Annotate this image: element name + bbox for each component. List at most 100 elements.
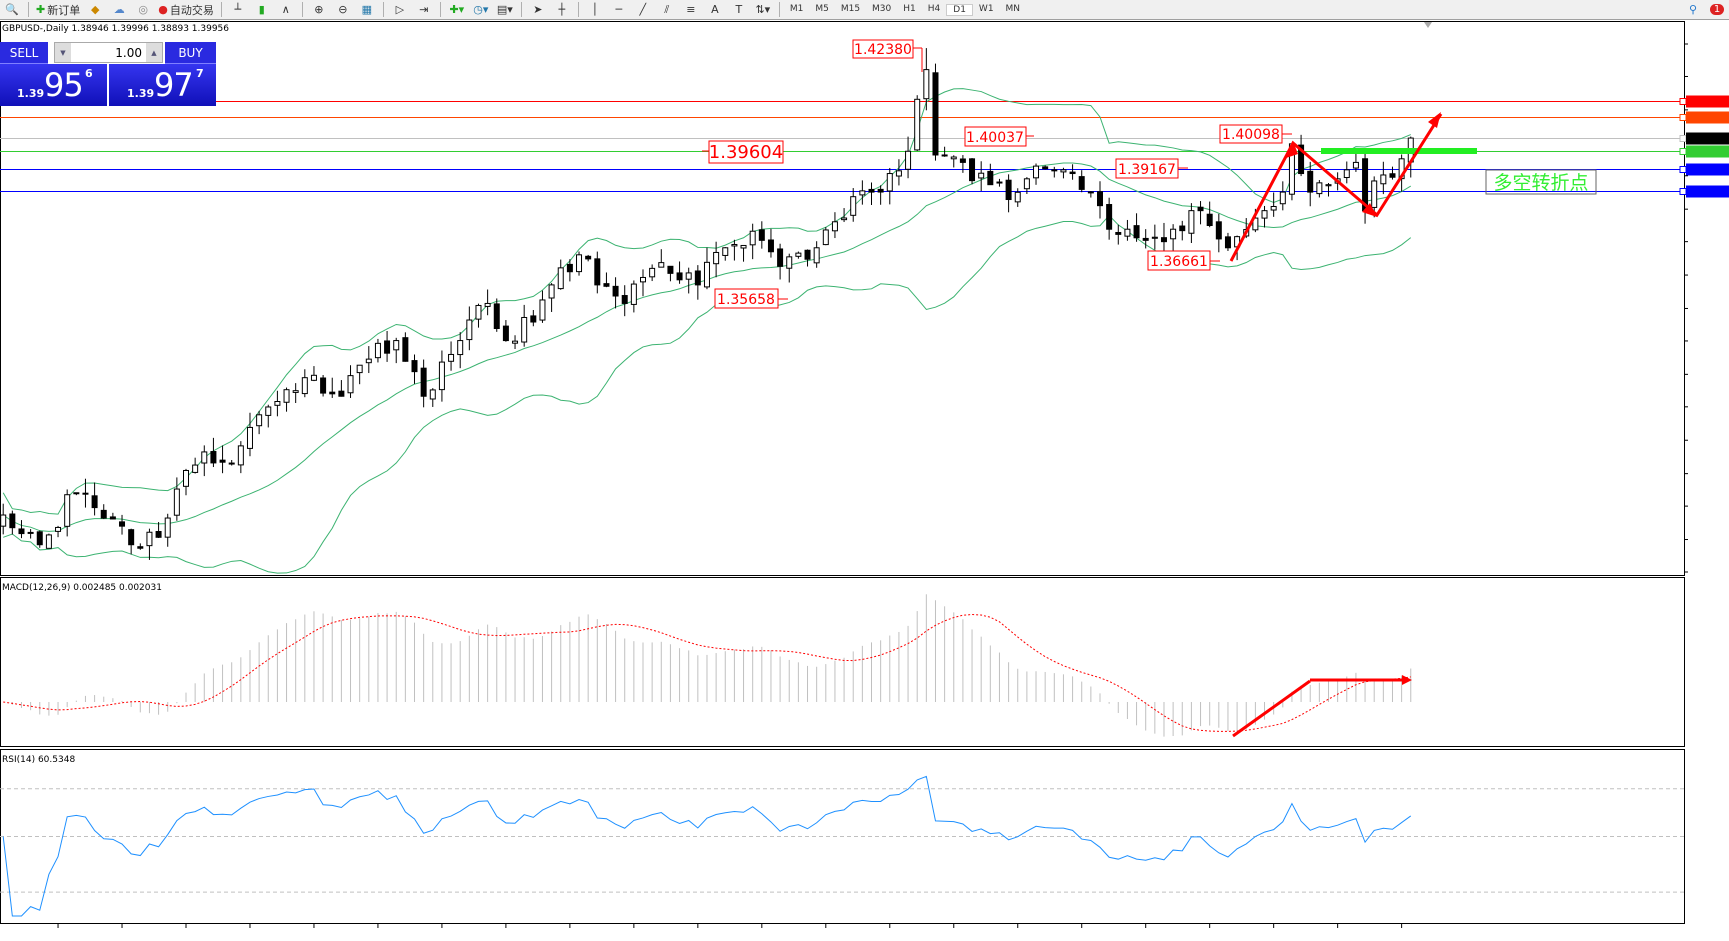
market-watch-icon[interactable]: ☁ (113, 3, 125, 16)
candle (576, 251, 583, 276)
candle-body-bear (667, 265, 674, 274)
candle-body-bull (292, 390, 299, 393)
chart-shift-marker[interactable] (1424, 22, 1432, 28)
candle (877, 185, 884, 205)
candle-body-bear (128, 529, 135, 546)
templates-icon[interactable]: ▤▾ (496, 3, 513, 16)
candle (1389, 166, 1396, 180)
candle (1151, 224, 1158, 250)
annotation-high-1[interactable]: 1.42380 (852, 39, 923, 72)
candle-body-bull (256, 414, 263, 427)
period-w1[interactable]: W1 (978, 3, 994, 14)
new-order-button[interactable]: ✚ 新订单 (33, 1, 83, 18)
buy-button[interactable]: BUY (165, 42, 216, 64)
period-mn[interactable]: MN (1005, 3, 1021, 14)
auto-trading-button[interactable]: ● 自动交易 (155, 1, 217, 18)
decrease-lot-icon[interactable]: ▼ (55, 43, 71, 62)
lot-size-input[interactable]: 1.00 (115, 45, 142, 60)
equidistant-channel-icon[interactable]: ⫽ (664, 2, 670, 16)
annotation-low-1[interactable]: 1.36661 (1147, 250, 1220, 271)
zoom-chart-icon[interactable]: 🔍 (5, 3, 19, 16)
candle (886, 167, 893, 205)
candle (594, 251, 601, 294)
period-m15[interactable]: M15 (840, 3, 861, 14)
annotation-low-2[interactable]: 1.35658 (714, 288, 788, 309)
candle (1106, 197, 1113, 240)
buy-price-button[interactable]: 1.39 97 7 (109, 64, 216, 106)
annotation-level[interactable]: 1.39604 (702, 140, 784, 164)
sell-button[interactable]: SELL (0, 42, 48, 64)
zigzag-arrow-line[interactable] (1229, 113, 1443, 262)
candle (1042, 165, 1049, 170)
line-handle (1679, 114, 1687, 121)
bar-chart-icon[interactable]: ┴ (234, 3, 242, 16)
text-icon[interactable]: A (711, 3, 719, 16)
trendline-icon[interactable]: ╱ (639, 3, 647, 16)
divider (577, 2, 579, 17)
candlestick-icon[interactable]: ▮ (258, 3, 265, 16)
notification-badge[interactable]: 1 (1705, 1, 1729, 18)
annotation-high-4[interactable]: 1.40098 (1219, 124, 1292, 144)
candle (274, 390, 281, 417)
periods-icon[interactable]: ◷▾ (473, 3, 489, 16)
candle (530, 310, 537, 327)
period-m1[interactable]: M1 (789, 3, 804, 14)
auto-scroll-icon[interactable]: ▷ (395, 3, 405, 16)
candle-body-bear (1078, 176, 1085, 190)
metaeditor-icon[interactable]: ◆ (90, 3, 100, 16)
turning-point-label[interactable]: 多空转折点 (1485, 169, 1597, 195)
candle-body-bear (603, 283, 610, 287)
horizontal-line-icon[interactable]: ─ (615, 3, 623, 16)
period-h4[interactable]: H4 (927, 3, 941, 14)
candle (1160, 222, 1167, 253)
candle-body-bear (758, 229, 765, 241)
chart-shift-icon[interactable]: ⇥ (419, 3, 429, 16)
candle-body-bull (347, 375, 354, 394)
candle (429, 388, 436, 407)
indicators-icon[interactable]: ✚▾ (449, 3, 465, 16)
zoom-in-icon[interactable]: ⊕ (314, 3, 324, 16)
candle-body-bull (1352, 161, 1359, 169)
candle (1170, 224, 1177, 252)
candle (941, 146, 948, 157)
search-icon[interactable]: ⚲ (1688, 3, 1698, 16)
lot-size-stepper[interactable]: ▼ 1.00 ▲ (54, 42, 163, 63)
vertical-line-icon[interactable]: │ (591, 3, 599, 16)
tile-windows-icon[interactable]: ▦ (361, 3, 373, 16)
candle-body-bull (356, 364, 363, 374)
candle (1051, 166, 1058, 178)
period-d1[interactable]: D1 (946, 3, 973, 16)
period-m5[interactable]: M5 (815, 3, 829, 14)
cursor-icon[interactable]: ➤ (533, 3, 543, 16)
crosshair-icon[interactable]: ┼ (558, 3, 566, 16)
candle-body-bull (164, 517, 171, 538)
text-label-icon[interactable]: T (735, 3, 743, 16)
price-tag (1686, 132, 1729, 145)
increase-lot-icon[interactable]: ▲ (146, 43, 162, 62)
line-chart-icon[interactable]: ∧ (281, 3, 290, 16)
fibonacci-icon[interactable]: ≡ (686, 3, 696, 16)
candle (548, 283, 555, 312)
arrows-icon[interactable]: ⇅▾ (755, 3, 771, 16)
period-h1[interactable]: H1 (903, 3, 916, 14)
candle (777, 243, 784, 280)
sell-price-button[interactable]: 1.39 95 6 (0, 64, 107, 106)
zoom-out-icon[interactable]: ⊖ (338, 3, 348, 16)
signals-icon[interactable]: ◎ (138, 3, 149, 16)
annotation-high-3[interactable]: 1.39167 (1115, 158, 1188, 179)
candle-body-bear (621, 295, 628, 304)
candle-body-bull (1252, 217, 1259, 231)
candle (18, 520, 25, 539)
annotation-high-2[interactable]: 1.40037 (964, 126, 1034, 147)
candle-body-bull (1188, 210, 1195, 234)
candle-body-bear (1206, 213, 1213, 227)
macd-arrow-up[interactable] (1232, 679, 1311, 738)
candle (1325, 183, 1332, 197)
candle (1014, 188, 1021, 207)
period-m30[interactable]: M30 (872, 3, 892, 14)
breakout-zone-bar[interactable] (1321, 148, 1477, 154)
candle-body-bull (310, 374, 317, 381)
candle-body-bear (493, 303, 500, 329)
candle (484, 289, 491, 316)
